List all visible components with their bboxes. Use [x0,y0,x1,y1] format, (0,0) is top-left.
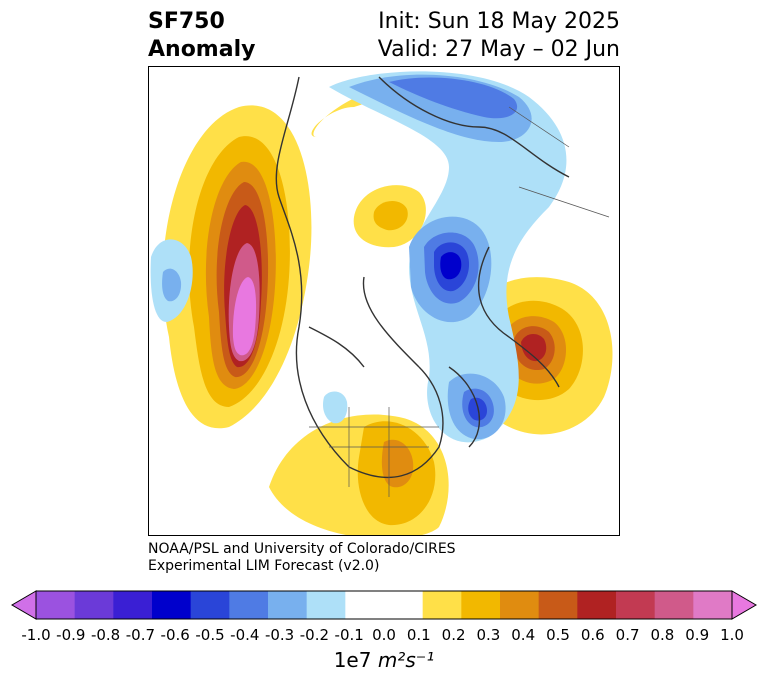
colorbar-segment [345,591,385,619]
colorbar-segment [36,591,76,619]
colorbar-tick-label: 0.2 [441,626,466,644]
colorbar-tick-label: 1.0 [720,626,744,644]
colorbar-segment [616,591,656,619]
colorbar-tick-label: 0.1 [406,626,431,644]
colorbar-label-units: m²s⁻¹ [377,648,435,672]
colorbar-tick-label: 0.7 [615,626,640,644]
colorbar-label: 1e7 m²s⁻¹ [0,648,768,672]
colorbar-segment [577,591,617,619]
variable-name: SF750 [148,9,225,34]
colorbar-segment [113,591,153,619]
map-panel [148,66,620,536]
credit-line-2: Experimental LIM Forecast (v2.0) [148,558,380,574]
colorbar-under-arrow [11,590,37,620]
colorbar-segment [229,591,269,619]
colorbar-tick-label: 0.8 [650,626,675,644]
colorbar-segment [538,591,578,619]
colorbar-segment [500,591,540,619]
colorbar-segment [384,591,424,619]
colorbar-segment [190,591,230,619]
colorbar-segment [268,591,308,619]
colorbar-tick-label: 0.3 [476,626,501,644]
colorbar-tick-label: 0.9 [685,626,710,644]
title-left: SF750 Anomaly [148,8,255,64]
colorbar-segment [74,591,114,619]
colorbar-tick-label: 0.0 [372,626,396,644]
colorbar-segment [654,591,694,619]
colorbar-tick-label: -0.8 [90,626,121,644]
coastlines [275,76,570,479]
borders [309,106,610,497]
colorbar-segment [693,591,733,619]
colorbar-tick-label: 0.5 [546,626,570,644]
title-right: Init: Sun 18 May 2025 Valid: 27 May – 02… [378,8,620,64]
pacific-negative-anomaly [150,239,348,424]
colorbar-label-prefix: 1e7 [333,648,372,672]
colorbar-tick-label: 0.6 [580,626,605,644]
north-america-positive-anomaly [269,414,449,535]
colorbar-tick-label: -0.7 [125,626,156,644]
colorbar-tick-label: -0.3 [264,626,295,644]
pacific-positive-anomaly [162,77,449,429]
credit-line-1: NOAA/PSL and University of Colorado/CIRE… [148,541,456,557]
colorbar-tick-label: -0.1 [334,626,364,644]
colorbar-ticks: -1.0 -0.9 -0.8 -0.7 -0.6 -0.5 -0.4 -0.3 -0.2 -0.1… [0,626,768,646]
colorbar-tick-label: -0.5 [195,626,225,644]
valid-range: Valid: 27 May – 02 Jun [377,37,620,62]
polar-map [150,71,613,535]
arctic-negative-anomaly [329,71,567,443]
arctic-positive-anomaly [353,185,426,248]
colorbar-tick-label: 0.4 [511,626,536,644]
colorbar-tick-label: -0.6 [160,626,190,644]
colorbar-segment [152,591,192,619]
colorbar-tick-label: -0.2 [299,626,330,644]
colorbar-tick-label: -0.9 [56,626,86,644]
colorbar-segment [422,591,462,619]
colorbar-segment [461,591,501,619]
colorbar-tick-label: -0.4 [230,626,260,644]
colorbar [11,590,757,620]
colorbar-outline [35,590,733,620]
colorbar-over-arrow [731,590,757,620]
colorbar-tick-label: -1.0 [21,626,51,644]
field-kind: Anomaly [148,37,256,62]
credit-text: NOAA/PSL and University of Colorado/CIRE… [148,541,456,575]
colorbar-segment [306,591,346,619]
init-date: Init: Sun 18 May 2025 [378,9,620,34]
